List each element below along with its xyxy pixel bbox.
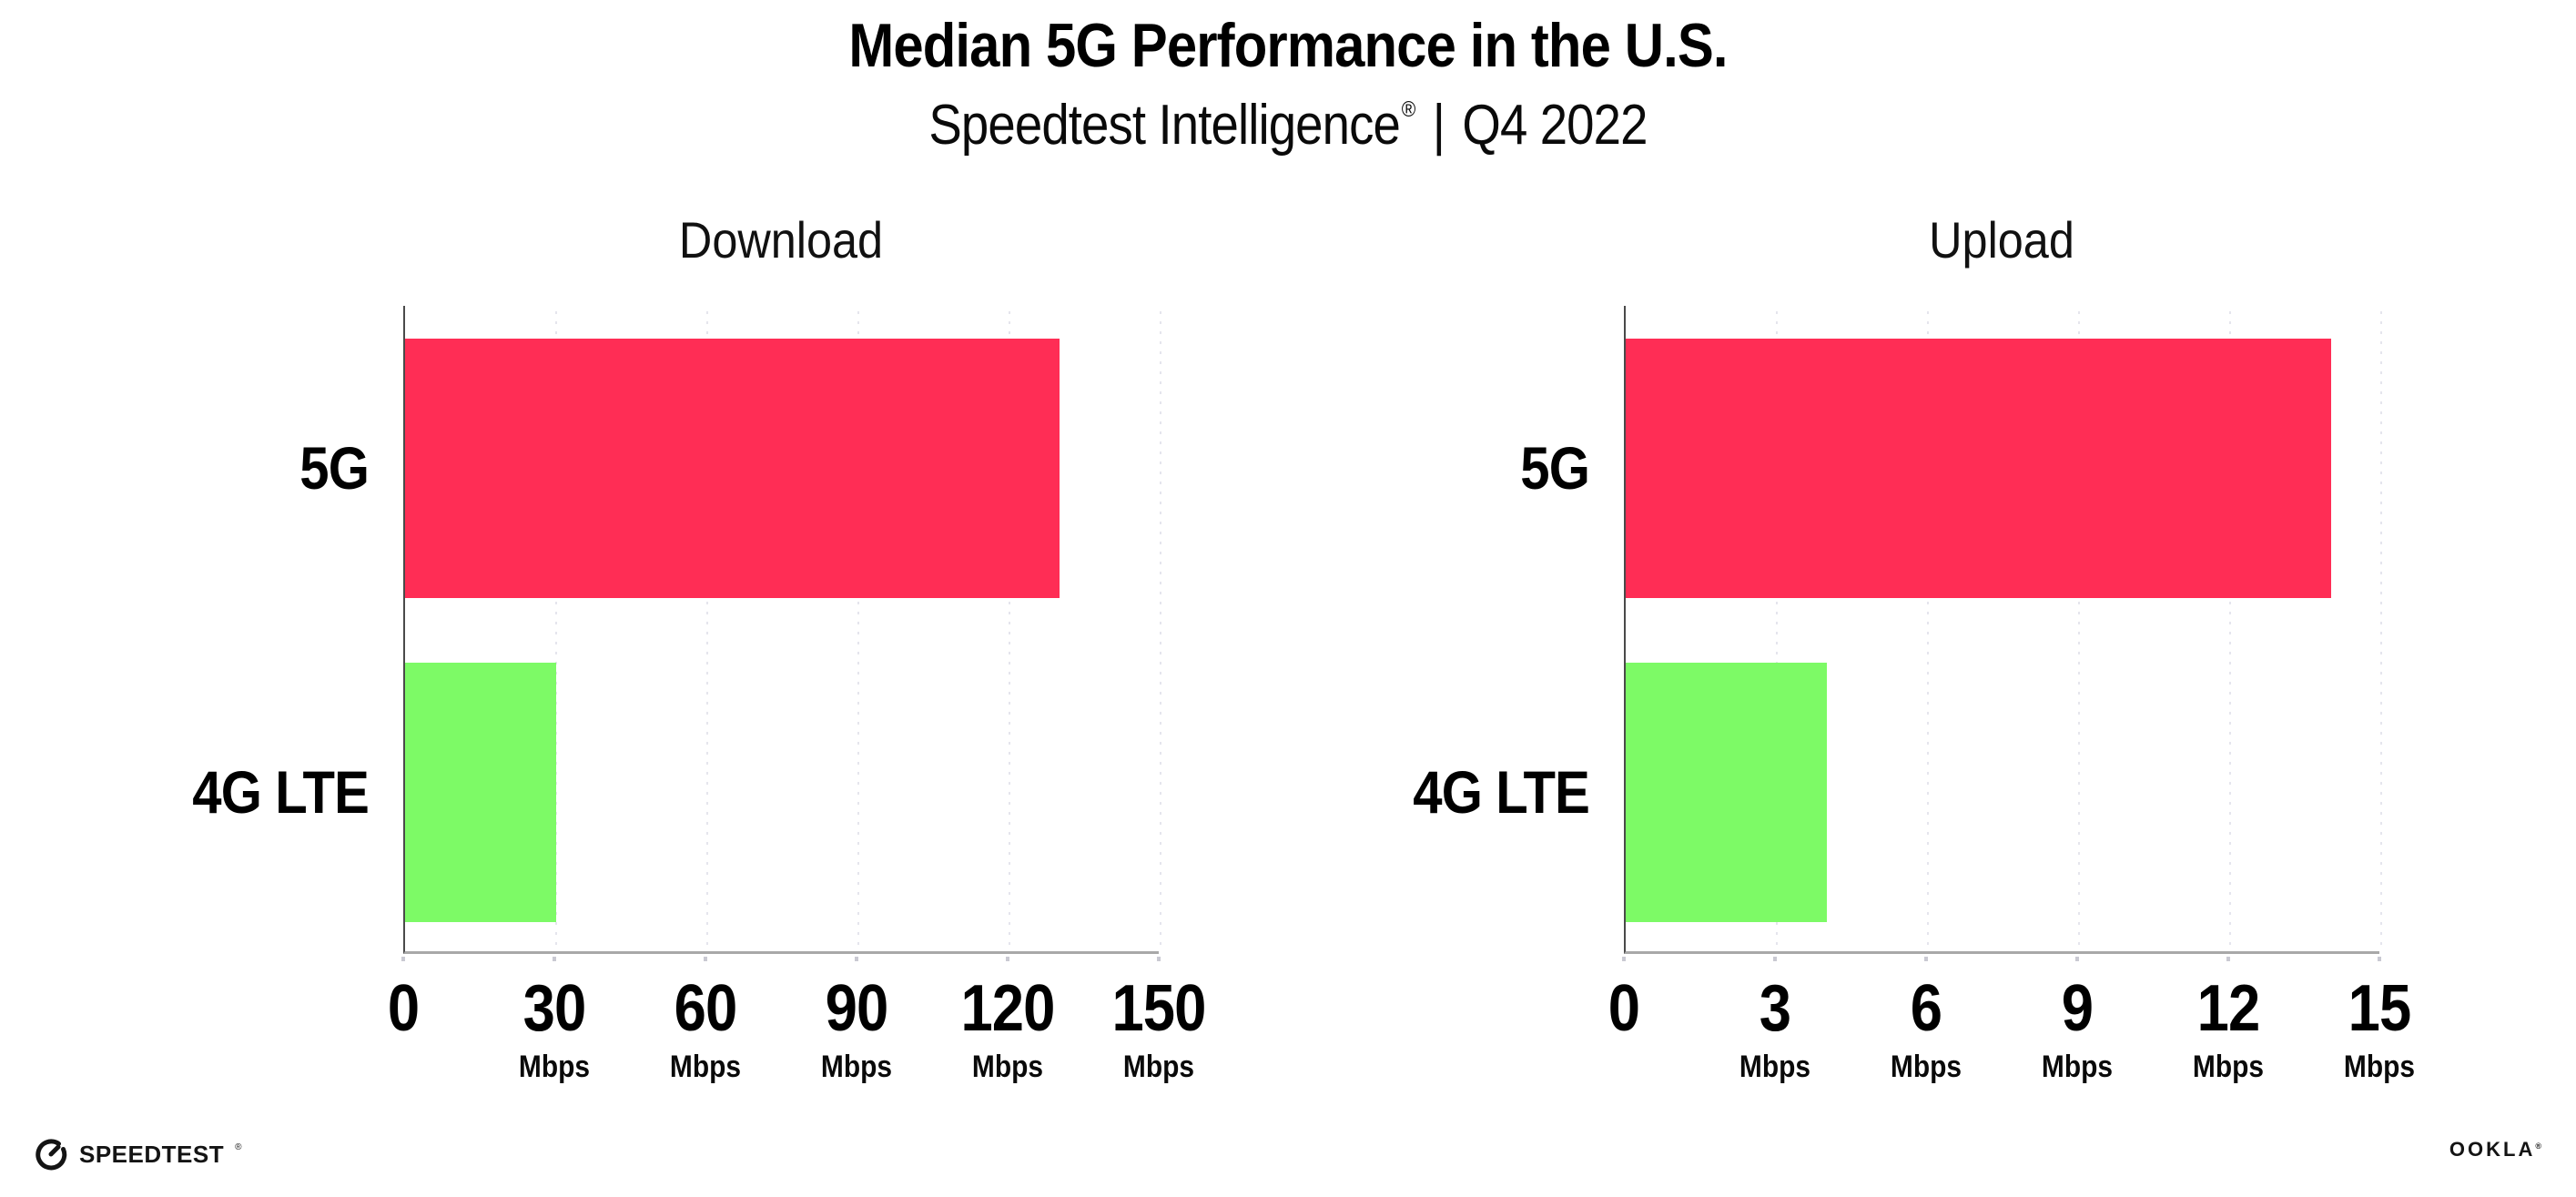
download-category-label-4g-lte: 4G LTE (192, 758, 370, 826)
x-tick-value: 0 (387, 972, 420, 1045)
x-tick-unit-label: Mbps (820, 1050, 893, 1084)
x-tick-value: 120 (960, 972, 1055, 1045)
bar-5g-upload (1626, 338, 2331, 598)
x-tick-30-download: 30 Mbps (466, 974, 643, 1085)
bar-4g-lte-upload (1626, 662, 1828, 922)
x-tick-mark-15 (2378, 957, 2381, 961)
x-tick-mark-0 (401, 957, 405, 961)
gridline-60 (706, 311, 708, 951)
x-tick-unit-label: Mbps (971, 1050, 1044, 1084)
gridline-90 (857, 311, 859, 951)
x-tick-15-upload: 15 Mbps (2291, 974, 2468, 1085)
x-tick-90-download: 90 Mbps (768, 974, 945, 1085)
x-tick-value: 150 (1111, 972, 1206, 1045)
download-x-axis: 0 30 Mbps 60 Mbps 90 Mbps 120 Mbps 150 Mbps (388, 954, 1207, 1127)
gridline-120 (1009, 311, 1010, 951)
gridline-15 (2380, 311, 2382, 951)
x-tick-mark-120 (1006, 957, 1009, 961)
x-tick-mark-90 (855, 957, 858, 961)
ookla-logo: OOKLA® (2449, 1138, 2541, 1165)
subtitle-brand: Speedtest Intelligence (928, 94, 1400, 157)
x-tick-mark-3 (1773, 957, 1777, 961)
upload-x-axis: 0 3 Mbps 6 Mbps 9 Mbps 12 Mbps 15 Mbps (1608, 954, 2415, 1127)
page-subtitle: Speedtest Intelligence® | Q4 2022 (155, 91, 2421, 172)
gridline-6 (1927, 311, 1929, 951)
x-tick-0-download: 0 (315, 974, 492, 1043)
gridline-30 (555, 311, 557, 951)
x-tick-value: 90 (825, 972, 889, 1045)
ookla-logo-text: OOKLA (2449, 1138, 2536, 1161)
upload-chart-title: Upload (1929, 211, 2074, 269)
download-category-label-5g: 5G (299, 434, 370, 502)
x-tick-unit-label: Mbps (2343, 1050, 2416, 1084)
speedtest-logo-text: SPEEDTEST (79, 1141, 225, 1168)
x-tick-mark-60 (704, 957, 707, 961)
x-tick-value: 60 (674, 972, 738, 1045)
speedtest-registered-mark: ® (235, 1141, 242, 1152)
upload-category-label-4g-lte: 4G LTE (1413, 758, 1590, 826)
x-tick-60-download: 60 Mbps (617, 974, 794, 1085)
bar-4g-lte-download (405, 662, 556, 922)
x-tick-value: 6 (1910, 972, 1942, 1045)
download-chart-title: Download (678, 211, 884, 269)
subtitle-period: Q4 2022 (1462, 94, 1648, 157)
x-tick-unit-label: Mbps (518, 1050, 591, 1084)
x-tick-unit-label: Mbps (1890, 1050, 1962, 1084)
x-tick-mark-6 (1924, 957, 1928, 961)
x-tick-value: 3 (1759, 972, 1791, 1045)
gridline-9 (2078, 311, 2080, 951)
x-tick-12-upload: 12 Mbps (2140, 974, 2317, 1085)
x-tick-unit-label: Mbps (669, 1050, 742, 1084)
x-tick-value: 30 (522, 972, 587, 1045)
x-tick-value: 15 (2348, 972, 2412, 1045)
gridline-12 (2229, 311, 2231, 951)
x-tick-value: 0 (1607, 972, 1640, 1045)
x-tick-value: 12 (2196, 972, 2261, 1045)
gridline-3 (1776, 311, 1778, 951)
page-title: Median 5G Performance in the U.S. (848, 11, 1728, 80)
ookla-registered-mark: ® (2535, 1141, 2541, 1151)
x-tick-unit-label: Mbps (2041, 1050, 2114, 1084)
x-tick-mark-9 (2075, 957, 2079, 961)
upload-chart: Upload 5G 4G LTE 0 3 Mbps 6 Mbps 9 Mbps 12 Mbps 1… (1221, 209, 2513, 1129)
x-tick-120-download: 120 Mbps (919, 974, 1096, 1085)
upload-plot-area (1624, 306, 2382, 954)
x-tick-9-upload: 9 Mbps (1989, 974, 2165, 1085)
x-tick-mark-12 (2226, 957, 2230, 961)
x-tick-value: 9 (2061, 972, 2094, 1045)
bar-5g-download (405, 338, 1060, 598)
x-tick-unit-label: Mbps (1122, 1050, 1195, 1084)
x-tick-mark-0 (1622, 957, 1626, 961)
registered-trademark-mark: ® (1401, 97, 1416, 122)
download-chart: Download 5G 4G LTE 0 30 Mbps 60 Mbps 90 Mbps 12… (0, 209, 1293, 1129)
x-tick-mark-150 (1157, 957, 1161, 961)
gridline-150 (1160, 311, 1161, 951)
x-tick-6-upload: 6 Mbps (1838, 974, 2014, 1085)
x-tick-mark-30 (553, 957, 556, 961)
x-tick-unit-label: Mbps (1739, 1050, 1811, 1084)
subtitle-separator: | (1432, 94, 1445, 157)
x-tick-0-upload: 0 (1536, 974, 1712, 1043)
download-plot-area (403, 306, 1161, 954)
speedtest-logo: SPEEDTEST ® (33, 1134, 241, 1174)
x-tick-3-upload: 3 Mbps (1687, 974, 1863, 1085)
x-tick-unit-label: Mbps (2192, 1050, 2265, 1084)
x-tick-150-download: 150 Mbps (1070, 974, 1247, 1085)
upload-category-label-5g: 5G (1520, 434, 1590, 502)
speedtest-gauge-icon (33, 1136, 69, 1172)
